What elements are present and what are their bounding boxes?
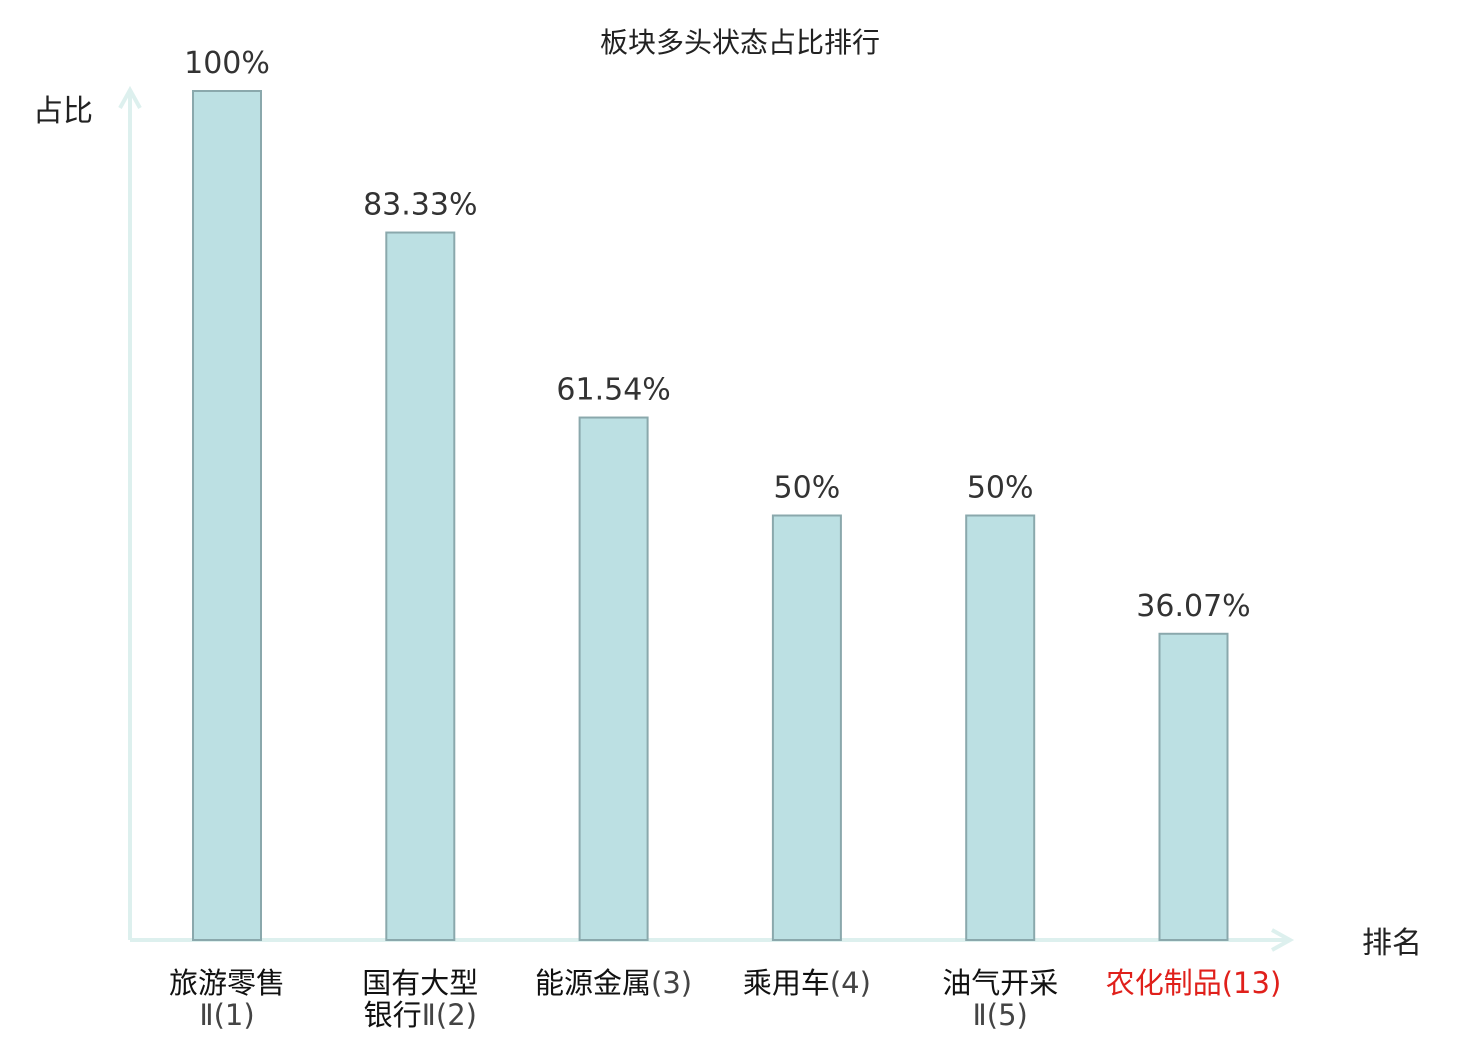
value-labels-group: 100% 83.33% 61.54% 50% 50% 36.07% bbox=[184, 46, 1251, 624]
x-tick-label: Ⅱ(1) bbox=[199, 998, 254, 1032]
x-tick-label-name: 旅游零售 bbox=[169, 966, 285, 1000]
x-tick-label: 旅游零售 bbox=[169, 966, 285, 1000]
y-axis-arrow bbox=[118, 85, 142, 109]
bar bbox=[1158, 632, 1229, 941]
data-label: 61.54% bbox=[556, 373, 670, 408]
x-axis-arrow bbox=[1271, 928, 1295, 952]
x-tick-label-name: 油气开采 bbox=[942, 966, 1058, 1000]
bars-group bbox=[192, 90, 1229, 941]
x-tick-label-rank: Ⅱ(5) bbox=[973, 998, 1028, 1032]
x-tick-label-name: 乘用车 bbox=[743, 966, 830, 1000]
bar bbox=[578, 416, 649, 941]
x-tick-label-name: 国有大型 bbox=[362, 966, 478, 1000]
data-label: 83.33% bbox=[363, 188, 477, 223]
x-tick-label: 国有大型 bbox=[362, 966, 478, 1000]
x-tick-label-rank: Ⅱ(1) bbox=[199, 998, 254, 1032]
x-tick-label-rank: (4) bbox=[830, 966, 871, 1000]
x-tick-label-rank: (13) bbox=[1222, 966, 1282, 1000]
x-tick-label: 油气开采 bbox=[942, 966, 1058, 1000]
x-tick-label-rank: Ⅱ(2) bbox=[422, 998, 477, 1032]
x-tick-label: Ⅱ(5) bbox=[973, 998, 1028, 1032]
bar bbox=[385, 231, 456, 941]
x-tick-label-name: 能源金属 bbox=[535, 966, 651, 1000]
bar bbox=[771, 514, 842, 941]
x-tick-label-name: 银行 bbox=[364, 998, 422, 1032]
data-label: 50% bbox=[774, 471, 841, 506]
y-axis-label: 占比 bbox=[33, 94, 93, 129]
bar bbox=[965, 514, 1036, 941]
data-label: 100% bbox=[184, 46, 270, 81]
x-tick-label: 农化制品(13) bbox=[1106, 966, 1282, 1000]
x-tick-label: 银行Ⅱ(2) bbox=[364, 998, 477, 1032]
x-tick-label: 乘用车(4) bbox=[743, 966, 871, 1000]
bar bbox=[192, 90, 262, 941]
x-axis-label: 排名 bbox=[1362, 926, 1422, 961]
axes bbox=[118, 85, 1295, 952]
x-tick-label-rank: (3) bbox=[651, 966, 692, 1000]
chart-title: 板块多头状态占比排行 bbox=[600, 26, 880, 59]
data-label: 50% bbox=[967, 471, 1034, 506]
data-label: 36.07% bbox=[1136, 589, 1250, 624]
x-tick-label: 能源金属(3) bbox=[535, 966, 692, 1000]
x-tick-label-name: 农化制品 bbox=[1106, 966, 1222, 1000]
